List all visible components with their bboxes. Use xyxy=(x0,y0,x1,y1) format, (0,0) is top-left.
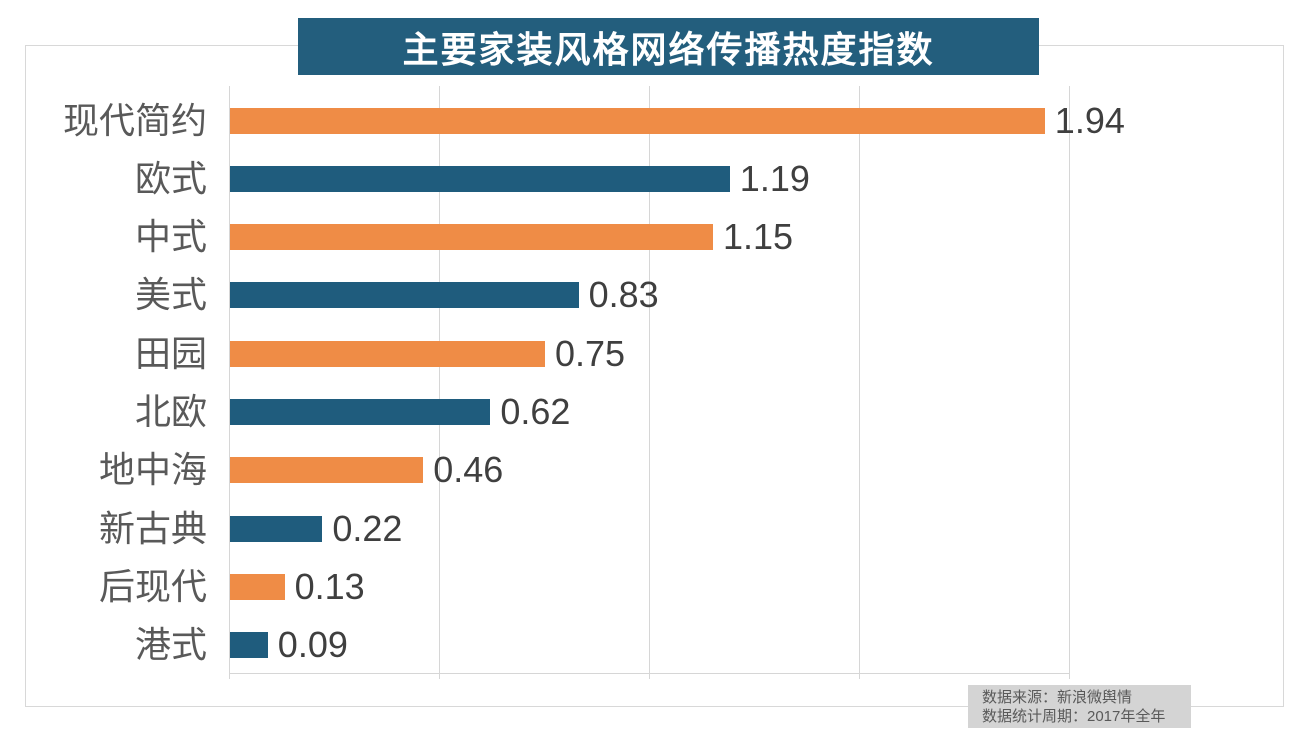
x-gridline xyxy=(229,86,230,679)
data-source-note: 数据来源：新浪微舆情 数据统计周期：2017年全年 xyxy=(968,685,1191,728)
category-label: 北欧 xyxy=(134,391,207,432)
category-label: 美式 xyxy=(134,274,207,316)
bar xyxy=(230,457,424,484)
chart-title-banner: 主要家装风格网络传播热度指数 xyxy=(298,18,1039,75)
value-label: 0.13 xyxy=(294,565,365,607)
category-label: 新古典 xyxy=(98,507,207,549)
bar xyxy=(230,107,1045,134)
value-label: 0.09 xyxy=(277,624,348,666)
category-label: 欧式 xyxy=(134,157,207,199)
category-label: 田园 xyxy=(134,332,207,374)
value-label: 1.94 xyxy=(1054,99,1125,141)
category-label: 后现代 xyxy=(98,565,207,607)
value-label: 1.19 xyxy=(739,157,810,199)
source-line-1: 数据来源：新浪微舆情 xyxy=(982,689,1133,706)
x-gridline xyxy=(649,86,650,679)
value-label: 1.15 xyxy=(723,216,794,258)
category-label: 港式 xyxy=(134,624,207,666)
bar xyxy=(230,399,491,425)
value-label: 0.22 xyxy=(332,507,403,549)
bar xyxy=(230,224,713,251)
bar xyxy=(230,340,545,367)
value-label: 0.62 xyxy=(500,391,571,432)
bar xyxy=(230,165,730,192)
x-gridline xyxy=(439,86,440,679)
bar xyxy=(230,282,579,309)
x-axis-line xyxy=(229,673,1070,674)
category-label: 现代简约 xyxy=(62,99,207,141)
x-gridline xyxy=(859,86,860,679)
bar xyxy=(230,573,285,600)
bar xyxy=(230,515,323,542)
value-label: 0.46 xyxy=(433,449,504,491)
bar xyxy=(230,632,268,659)
chart-border-box xyxy=(25,45,1284,707)
category-label: 地中海 xyxy=(98,449,207,491)
value-label: 0.83 xyxy=(588,274,659,316)
x-gridline xyxy=(1069,86,1070,679)
category-label: 中式 xyxy=(134,216,207,258)
source-line-2: 数据统计周期：2017年全年 xyxy=(982,708,1166,725)
chart-title: 主要家装风格网络传播热度指数 xyxy=(402,28,935,70)
value-label: 0.75 xyxy=(555,332,626,374)
